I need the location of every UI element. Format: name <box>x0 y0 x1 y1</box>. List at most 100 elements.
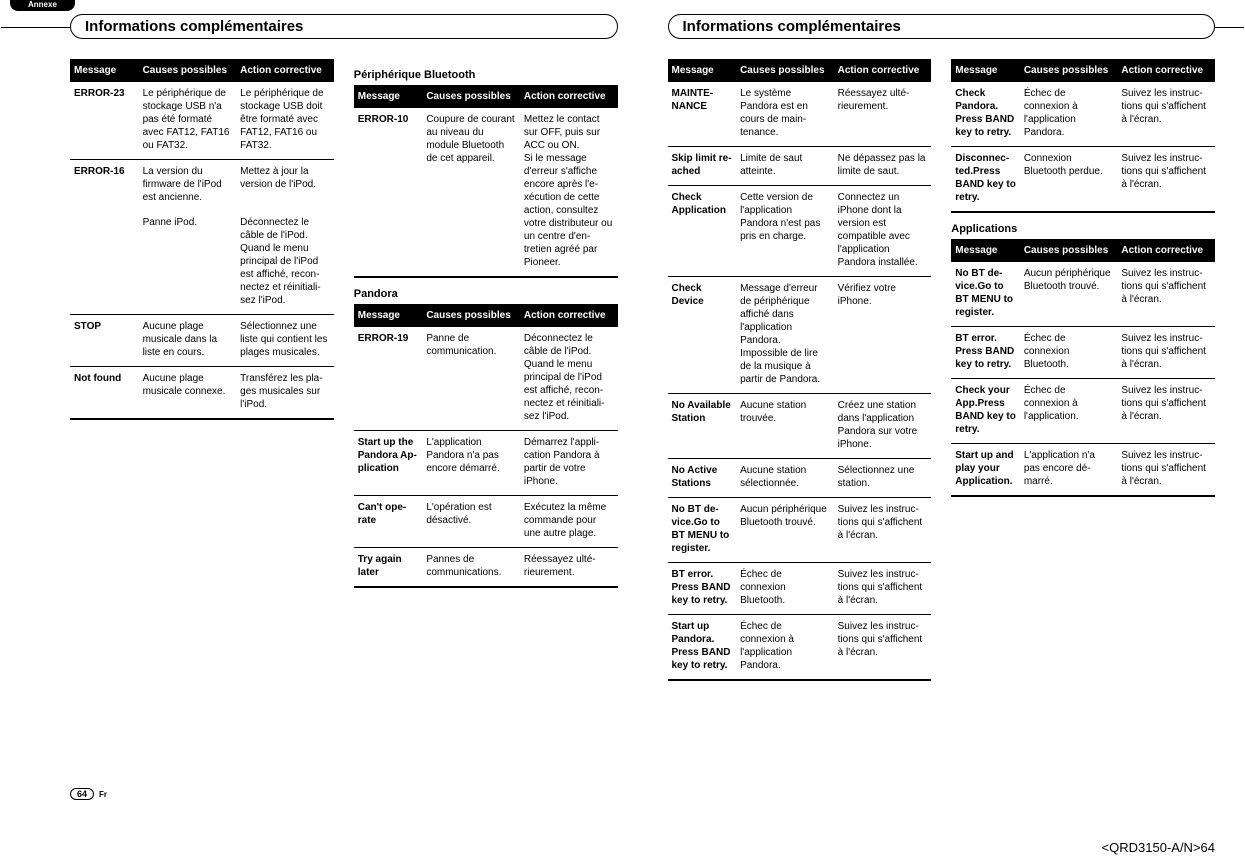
table-row: ERROR-10Coupure de courant au ni­veau du… <box>354 108 618 277</box>
cell-cause: Coupure de courant au ni­veau du module … <box>422 108 520 277</box>
cell-message: ERROR-19 <box>354 327 423 431</box>
col-action: Action correc­tive <box>520 304 618 327</box>
cell-action: Le périphérique de stockage USB doit êtr… <box>236 82 334 160</box>
col-message: Message <box>354 85 423 108</box>
table-row: Check DeviceMessage d'er­reur de périphé… <box>668 277 932 394</box>
cell-action: Suivez les instruc­tions qui s'affi­chen… <box>1117 262 1215 327</box>
cell-action: Suivez les instruc­tions qui s'affi­chen… <box>1117 147 1215 213</box>
table-row: BT error. Press BAND key to retry.Échec … <box>951 327 1215 379</box>
cell-cause: Aucune plage musicale dans la liste en c… <box>139 315 237 367</box>
cell-action: Réessayez ulté­rieurement. <box>834 82 932 147</box>
right-columns: MessageCauses possi­blesAction correc­ti… <box>668 59 1216 681</box>
cell-message: MAINTE­NANCE <box>668 82 737 147</box>
table-row: Skip limit re­achedLimite de saut attein… <box>668 147 932 186</box>
cell-cause: Connexion Bluetooth per­due. <box>1020 147 1118 213</box>
cell-action: Créez une station dans l'application Pan… <box>834 394 932 459</box>
cell-action: Réessayez ulté­rieurement. <box>520 548 618 588</box>
page-footer: 64 Fr <box>70 788 107 800</box>
cell-message: BT error. Press BAND key to retry. <box>951 327 1020 379</box>
table-row: No BT de­vice.Go to BT MENU to re­gister… <box>951 262 1215 327</box>
cell-action: Suivez les instruc­tions qui s'affi­chen… <box>1117 444 1215 497</box>
cell-cause: Aucun périphé­rique Bluetooth trouvé. <box>1020 262 1118 327</box>
table-row: Start up the Pandora Ap­plicationL'appli… <box>354 431 618 496</box>
table-row: Not foundAucune plage musicale connexe.T… <box>70 367 334 420</box>
cell-action: Déconnectez le câble de l'iPod. Quand le… <box>236 211 334 315</box>
col-action: Action correc­tive <box>520 85 618 108</box>
cell-message: ERROR-16 <box>70 160 139 212</box>
cell-cause: Échec de connexion Bluetooth. <box>736 563 834 615</box>
col-message: Message <box>70 59 139 82</box>
right-section-title: Informations complémentaires <box>683 18 1205 35</box>
table-pandora-3: MessageCauses possi­blesAction correc­ti… <box>951 59 1215 213</box>
page-lang: Fr <box>99 790 107 799</box>
left-col-1: MessageCauses possi­blesAction correc­ti… <box>70 59 334 588</box>
table-row: MAINTE­NANCELe système Pandora est en co… <box>668 82 932 147</box>
cell-action: Démarrez l'appli­cation Pandora à partir… <box>520 431 618 496</box>
annexe-tab: Annexe <box>10 0 75 11</box>
cell-cause: Échec de connexion à l'application Pando… <box>736 615 834 681</box>
left-section-title: Informations complémentaires <box>85 18 607 35</box>
col-cause: Causes possi­bles <box>1020 59 1118 82</box>
cell-cause: Le périphérique de stockage USB n'a pas … <box>139 82 237 160</box>
table-pandora-1: MessageCauses possi­blesAction correc­ti… <box>354 304 618 588</box>
cell-action: Suivez les instruc­tions qui s'affi­chen… <box>1117 82 1215 147</box>
cell-message: Start up the Pandora Ap­plication <box>354 431 423 496</box>
table-applications: MessageCauses possi­blesAction correc­ti… <box>951 239 1215 497</box>
table-row: Check Appli­cationCette version de l'app… <box>668 186 932 277</box>
col-cause: Causes possi­bles <box>422 85 520 108</box>
cell-message: No BT de­vice.Go to BT MENU to re­gister… <box>951 262 1020 327</box>
cell-cause: Message d'er­reur de périphé­rique affic… <box>736 277 834 394</box>
table-row: Try again laterPannes de communica­tions… <box>354 548 618 588</box>
cell-action: Sélectionnez une liste qui contient les … <box>236 315 334 367</box>
cell-message: Not found <box>70 367 139 420</box>
cell-message: Check Pandora. Press BAND key to retry. <box>951 82 1020 147</box>
table-bluetooth: MessageCauses possi­blesAction correc­ti… <box>354 85 618 278</box>
cell-action: Déconnectez le câble de l'iPod. Quand le… <box>520 327 618 431</box>
cell-message: Disconnec­ted.Press BAND key to retry. <box>951 147 1020 213</box>
table-row: BT error. Press BAND key to retry.Échec … <box>668 563 932 615</box>
left-col-2: Périphérique Bluetooth MessageCauses pos… <box>354 59 618 588</box>
col-cause: Causes possi­bles <box>422 304 520 327</box>
cell-cause: Échec de connexion Bluetooth. <box>1020 327 1118 379</box>
cell-cause: Aucun périphé­rique Bluetooth trouvé. <box>736 498 834 563</box>
cell-cause: Le système Pandora est en cours de main­… <box>736 82 834 147</box>
cell-cause: Panne iPod. <box>139 211 237 315</box>
cell-cause: L'application Pandora n'a pas encore dé­… <box>422 431 520 496</box>
cell-message: Check your App.Press BAND key to retry. <box>951 379 1020 444</box>
cell-message: Start up and play your Application. <box>951 444 1020 497</box>
cell-message: No Active Stations <box>668 459 737 498</box>
table-row: Check your App.Press BAND key to retry.É… <box>951 379 1215 444</box>
cell-message: BT error. Press BAND key to retry. <box>668 563 737 615</box>
table-row: ERROR-16La version du firmware de l'iPod… <box>70 160 334 212</box>
table-row: Start up Pandora. Press BAND key to retr… <box>668 615 932 681</box>
cell-action: Transférez les pla­ges musicales sur l'i… <box>236 367 334 420</box>
col-message: Message <box>951 239 1020 262</box>
col-message: Message <box>951 59 1020 82</box>
cell-cause: La version du firmware de l'iPod est an­… <box>139 160 237 212</box>
table-row: Can't ope­rateL'opération est désactivé.… <box>354 496 618 548</box>
cell-action: Suivez les instruc­tions qui s'affi­chen… <box>834 498 932 563</box>
cell-cause: Aucune plage musicale connexe. <box>139 367 237 420</box>
cell-action: Vérifiez votre iPhone. <box>834 277 932 394</box>
table-row: Disconnec­ted.Press BAND key to retry.Co… <box>951 147 1215 213</box>
col-message: Message <box>354 304 423 327</box>
cell-message: Check Appli­cation <box>668 186 737 277</box>
cell-message: No Available Station <box>668 394 737 459</box>
cell-cause: Aucune station trouvée. <box>736 394 834 459</box>
cell-cause: L'opération est désactivé. <box>422 496 520 548</box>
left-section-header: Informations complémentaires <box>70 14 618 39</box>
cell-message: STOP <box>70 315 139 367</box>
table-ipod: MessageCauses possi­blesAction correc­ti… <box>70 59 334 420</box>
col-message: Message <box>668 59 737 82</box>
table-row: No Active StationsAucune station sélecti… <box>668 459 932 498</box>
col-action: Action correc­tive <box>834 59 932 82</box>
cell-cause: Échec de connexion à l'application Pando… <box>1020 82 1118 147</box>
cell-cause: Cette version de l'application Pandora n… <box>736 186 834 277</box>
table-row: STOPAucune plage musicale dans la liste … <box>70 315 334 367</box>
cell-cause: Limite de saut atteinte. <box>736 147 834 186</box>
right-section-header: Informations complémentaires <box>668 14 1216 39</box>
cell-message <box>70 211 139 315</box>
cell-message: No BT de­vice.Go to BT MENU to re­gister… <box>668 498 737 563</box>
col-cause: Causes possi­bles <box>1020 239 1118 262</box>
cell-action: Exécutez la même commande pour une autre… <box>520 496 618 548</box>
